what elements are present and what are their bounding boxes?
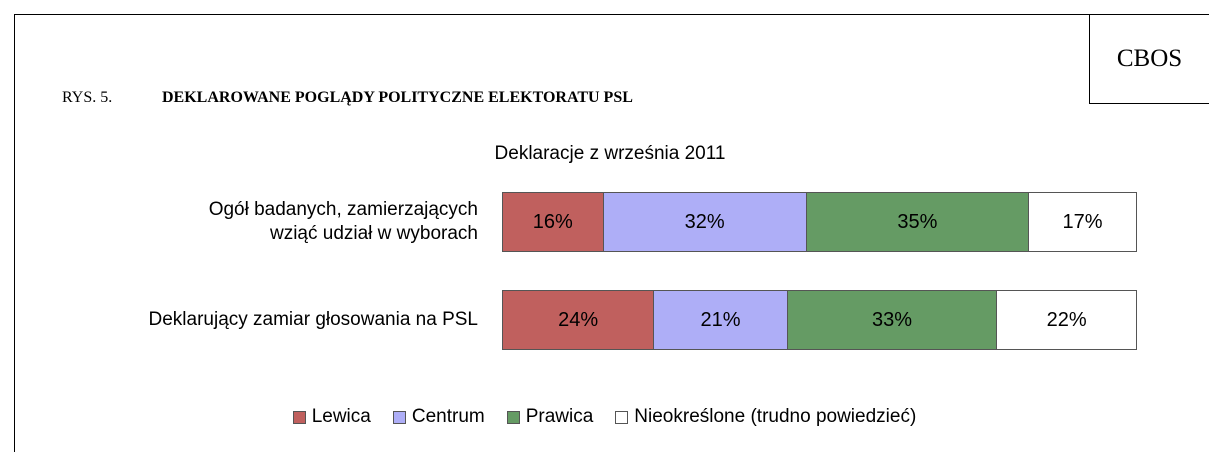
legend-label: Nieokreślone (trudno powiedzieć) [634, 406, 917, 427]
legend-item: Prawica [506, 406, 594, 428]
figure-number: RYS. 5. [62, 89, 113, 106]
legend-item: Nieokreślone (trudno powiedzieć) [615, 406, 916, 428]
legend-item: Centrum [392, 406, 485, 428]
legend-item: Lewica [292, 406, 371, 428]
value-label: 33% [872, 308, 913, 331]
legend-swatch [506, 410, 520, 424]
bar-segment: 24% [502, 290, 655, 350]
value-label: 16% [532, 210, 573, 233]
brand: CBOS [1089, 14, 1209, 104]
category-label: Deklarujący zamiar głosowania na PSL [148, 309, 479, 330]
value-label: 32% [684, 210, 725, 233]
value-label: 22% [1046, 308, 1087, 331]
bar-segment: 16% [502, 192, 604, 252]
legend-label: Lewica [311, 406, 371, 427]
chart-title: DEKLAROWANE POGLĄDY POLITYCZNE ELEKTORAT… [162, 89, 633, 106]
frame [14, 14, 15, 452]
bar-segment: 32% [602, 192, 807, 252]
bar-segment: 33% [786, 290, 998, 350]
bar-segment: 35% [805, 192, 1030, 252]
frame [14, 14, 1209, 15]
value-label: 21% [700, 308, 741, 331]
legend-label: Prawica [525, 406, 594, 427]
bar-segment: 22% [996, 290, 1137, 350]
legend-swatch [615, 410, 629, 424]
category-label: Ogół badanych, zamierzających wziąć udzi… [208, 199, 478, 244]
value-label: 24% [558, 308, 599, 331]
legend-label: Centrum [411, 406, 485, 427]
value-label: 17% [1062, 210, 1103, 233]
bar-segment: 21% [653, 290, 788, 350]
legend-swatch [292, 410, 306, 424]
chart-subtitle: Deklaracje z września 2011 [494, 143, 726, 164]
value-label: 35% [897, 210, 938, 233]
bar-segment: 17% [1028, 192, 1137, 252]
legend-swatch [392, 410, 406, 424]
legend: Lewica Centrum Prawica Nieokreślone (trudno… [0, 406, 1209, 428]
